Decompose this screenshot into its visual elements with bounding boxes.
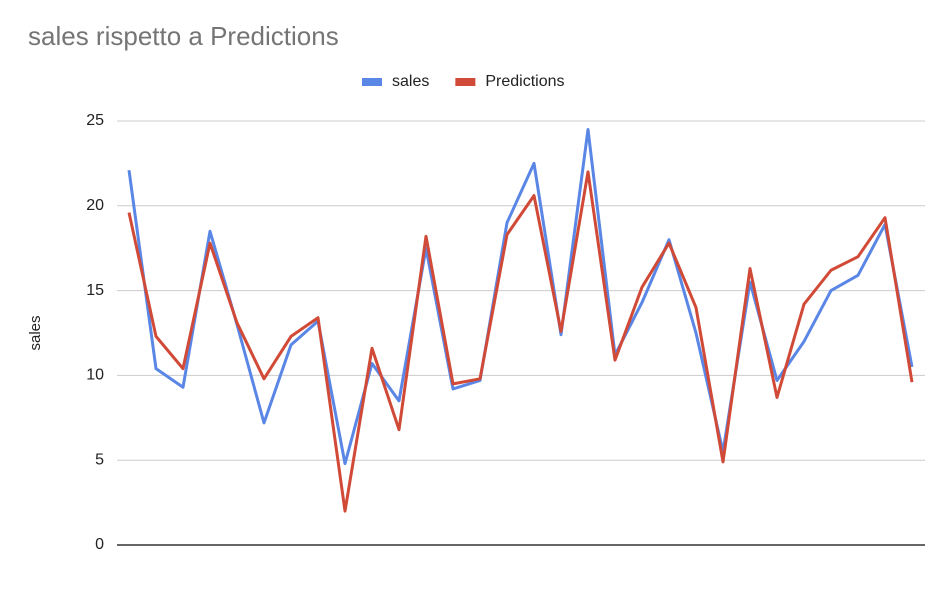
y-tick-label: 5 [95,451,104,468]
y-tick-label: 0 [95,536,104,553]
series-line [127,170,914,513]
y-axis-label: sales [27,315,44,350]
series-line [127,127,914,466]
chart-title: sales rispetto a Predictions [28,21,339,51]
y-tick-label: 15 [86,282,104,299]
legend-label: sales [392,73,429,90]
y-tick-label: 25 [86,112,104,129]
legend-swatch [455,78,476,86]
y-tick-label: 20 [86,197,104,214]
legend-swatch [362,78,382,86]
y-tick-label: 10 [86,367,104,384]
legend-label: Predictions [485,73,564,90]
